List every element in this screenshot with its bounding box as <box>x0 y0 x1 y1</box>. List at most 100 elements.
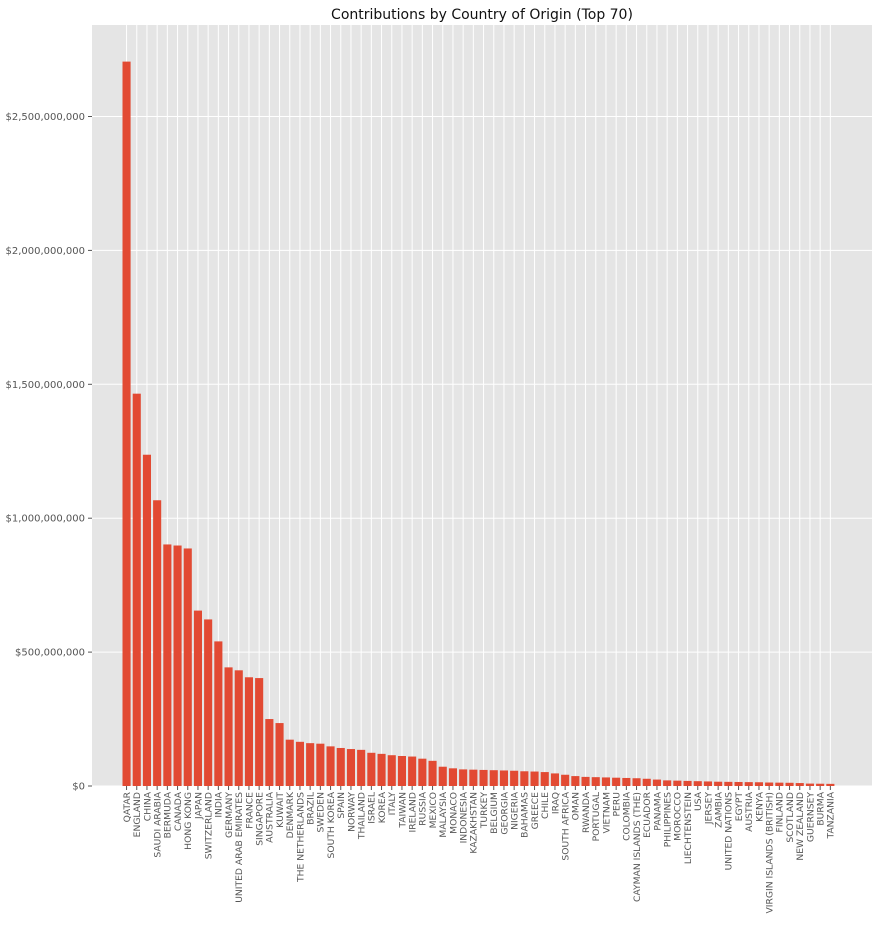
x-tick-label: PERU <box>611 792 622 816</box>
x-tick-label: JERSEY <box>703 792 714 826</box>
bar <box>122 61 131 786</box>
bar <box>632 778 641 786</box>
bar <box>652 779 661 786</box>
x-tick-label: DENMARK <box>285 791 296 838</box>
x-tick-label: INDIA <box>214 791 225 817</box>
bar <box>489 770 498 786</box>
bar <box>408 756 417 786</box>
bar <box>591 777 600 786</box>
x-tick-label: PANAMA <box>652 791 663 830</box>
bar <box>142 454 151 786</box>
bar <box>744 782 753 786</box>
bar <box>214 641 223 786</box>
y-tick-label: $1,000,000,000 <box>5 514 85 525</box>
x-tick-label: AUSTRALIA <box>265 791 276 843</box>
bar <box>775 782 784 786</box>
x-tick-label: CHILE <box>540 792 551 819</box>
bar <box>193 610 202 786</box>
bar <box>703 781 712 786</box>
bar <box>224 667 233 786</box>
x-tick-label: KOREA <box>377 791 388 823</box>
x-tick-label: SOUTH AFRICA <box>560 791 571 860</box>
bar <box>499 770 508 786</box>
x-tick-label: MOROCCO <box>673 792 684 841</box>
bar <box>285 739 294 786</box>
bar <box>204 619 213 786</box>
x-tick-label: PHILIPPINES <box>662 792 673 847</box>
x-tick-label: LIECHTENSTEIN <box>683 792 694 864</box>
y-tick-label: $1,500,000,000 <box>5 380 85 391</box>
x-tick-label: GUERNSEY <box>805 792 816 843</box>
x-tick-label: SWEDEN <box>316 792 327 832</box>
bar <box>153 500 162 786</box>
bar <box>326 746 335 786</box>
bar <box>683 780 692 786</box>
bar <box>601 777 610 786</box>
x-tick-label: TANZANIA <box>826 791 837 839</box>
x-tick-label: ENGLAND <box>132 792 143 837</box>
bar <box>510 770 519 786</box>
bar <box>673 780 682 786</box>
x-tick-label: TURKEY <box>479 792 490 830</box>
x-tick-label: INDONESIA <box>458 791 469 843</box>
x-tick-label: UNITED ARAB EMIRATES <box>234 792 245 903</box>
bars <box>122 61 835 786</box>
x-tick-label: BELGIUM <box>489 792 500 834</box>
bar <box>826 783 835 786</box>
x-tick-label: CHINA <box>142 791 153 821</box>
x-tick-label: ECUADOR <box>642 791 653 838</box>
bar <box>173 545 182 786</box>
x-tick-label: CAYMAN ISLANDS (THE) <box>632 792 643 902</box>
bar <box>765 782 774 786</box>
bar <box>550 773 559 786</box>
x-tick-label: THAILAND <box>356 792 367 840</box>
bar <box>581 776 590 786</box>
bar <box>693 781 702 786</box>
bar <box>571 776 580 786</box>
bar <box>816 783 825 786</box>
x-tick-label: RWANDA <box>581 791 592 833</box>
x-tick-label: BERMUDA <box>163 791 174 838</box>
x-tick-label: JAPAN <box>193 792 204 820</box>
x-tick-label: USA <box>693 791 704 811</box>
bar <box>367 752 376 786</box>
x-tick-label: IRAQ <box>550 792 561 814</box>
x-tick-label: PORTUGAL <box>591 791 602 841</box>
bar <box>448 768 457 786</box>
bar <box>387 755 396 786</box>
bar <box>785 782 794 786</box>
bar <box>795 783 804 786</box>
bar <box>469 769 478 786</box>
bar <box>234 670 243 786</box>
x-tick-label: SWITZERLAND <box>203 792 214 859</box>
x-tick-label: NORWAY <box>346 792 357 832</box>
x-tick-label: MALAYSIA <box>438 791 449 837</box>
x-tick-label: THE NETHERLANDS <box>295 792 306 883</box>
x-tick-label: BRAZIL <box>305 791 316 825</box>
x-tick-label: NEW ZEALAND <box>795 792 806 861</box>
x-tick-label: VIRGIN ISLANDS (BRITISH) <box>764 792 775 913</box>
bar <box>612 777 621 786</box>
x-tick-label: QATAR <box>122 791 133 822</box>
x-tick-label: EGYPT <box>734 792 745 822</box>
bar <box>724 781 733 786</box>
bar <box>275 723 284 786</box>
bar <box>346 749 355 786</box>
y-axis-ticks: $0 $500,000,000 $1,000,000,000 $1,500,000,0… <box>5 112 92 793</box>
bar <box>714 781 723 786</box>
y-tick-label: $2,000,000,000 <box>5 246 85 257</box>
x-tick-label: UNITED NATIONS <box>724 792 735 871</box>
bar <box>132 393 141 786</box>
y-tick-label: $2,500,000,000 <box>5 112 85 123</box>
x-tick-label: BAHAMAS <box>520 792 531 838</box>
x-tick-label: SCOTLAND <box>785 792 796 843</box>
bar <box>265 719 274 786</box>
x-tick-label: IRELAND <box>407 792 418 832</box>
x-tick-label: FINLAND <box>775 792 786 832</box>
x-tick-label: VIETNAM <box>601 792 612 834</box>
bar <box>377 753 386 786</box>
bar <box>479 769 488 786</box>
x-tick-label: TAIWAN <box>397 792 408 829</box>
x-axis-ticks: QATAR ENGLAND CHINA SAUDI ARABIA BERMUDA CANA… <box>122 786 837 913</box>
x-tick-label: ITALY <box>387 792 398 816</box>
